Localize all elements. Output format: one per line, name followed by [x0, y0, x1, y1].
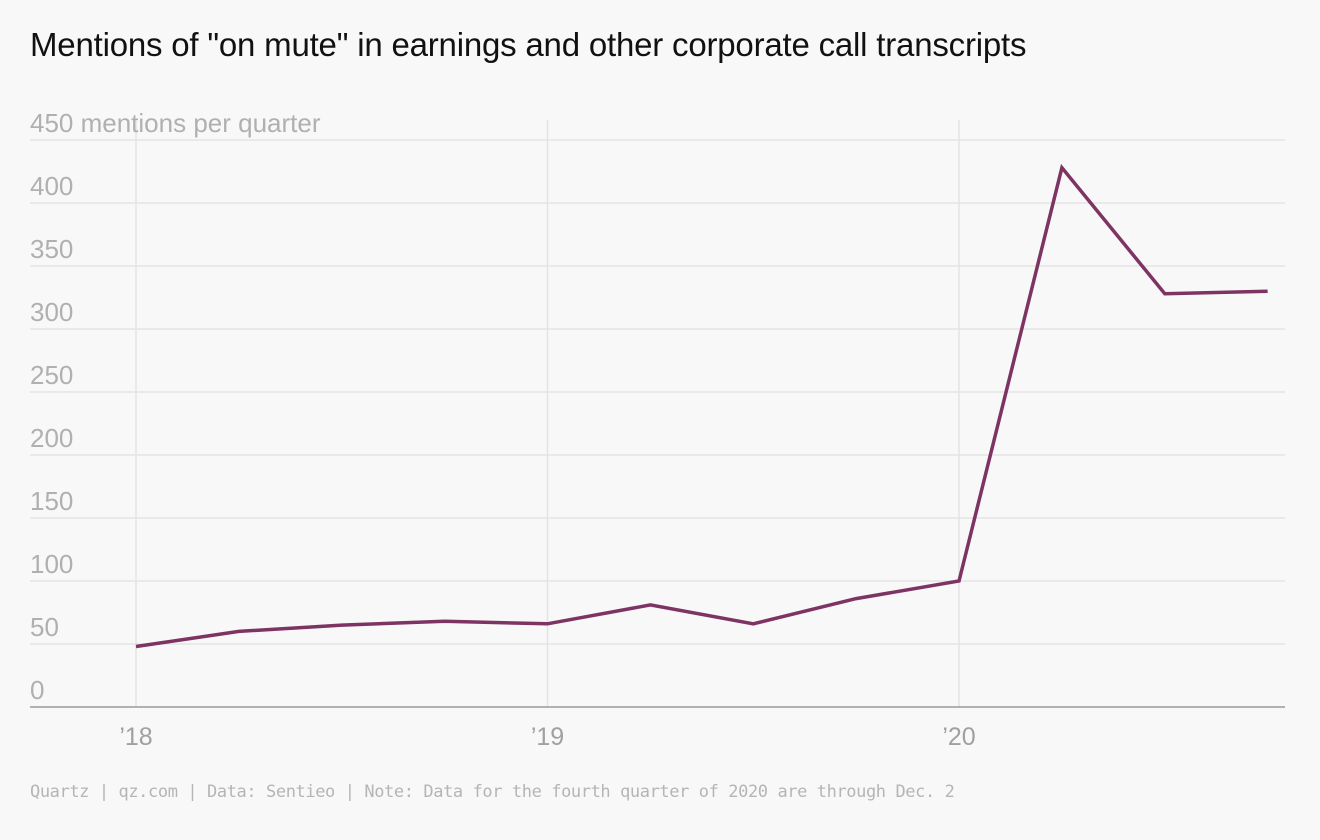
- y-tick-label: 0: [30, 675, 44, 705]
- series-line-0: [135, 163, 1268, 649]
- x-tick-label: ’20: [942, 723, 975, 751]
- x-tick-labels: ’18 ’19 ’20: [119, 723, 975, 751]
- y-tick-label: 50: [30, 612, 59, 642]
- x-tick-label: ’19: [531, 723, 564, 751]
- x-tick-label: ’18: [119, 723, 152, 751]
- y-tick-label: 400: [30, 171, 73, 201]
- y-tick-label: 150: [30, 486, 73, 516]
- y-tick-label: 350: [30, 234, 73, 264]
- series-layer: [135, 163, 1268, 649]
- chart-title: Mentions of "on mute" in earnings and ot…: [30, 26, 1027, 63]
- y-tick-label: 300: [30, 297, 73, 327]
- y-tick-label: 200: [30, 423, 73, 453]
- y-tick-label: 100: [30, 549, 73, 579]
- y-tick-labels: 0 50 100 150 200 250 300 350 400 450 mentions per…: [30, 108, 321, 705]
- grid-lines: [30, 120, 1285, 708]
- y-tick-label: 450 mentions per quarter: [30, 108, 321, 138]
- y-tick-label: 250: [30, 360, 73, 390]
- source-note: Quartz | qz.com | Data: Sentieo | Note: …: [30, 782, 955, 802]
